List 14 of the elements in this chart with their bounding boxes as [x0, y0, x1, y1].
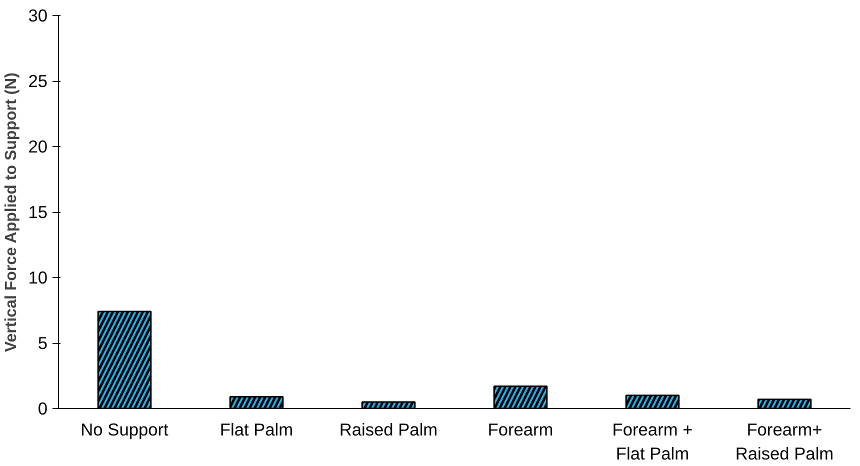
y-tick-label: 25	[28, 71, 48, 91]
x-tick-label: Forearm + Flat Palm	[612, 420, 693, 464]
y-tick-label: 10	[28, 268, 48, 288]
y-tick-label: 5	[38, 333, 48, 353]
x-tick-label: No Support	[80, 420, 169, 440]
y-tick-label: 15	[28, 202, 48, 222]
x-tick-label: Raised Palm	[339, 420, 438, 440]
x-tick-label: Flat Palm	[220, 420, 294, 440]
y-axis-title: Vertical Force Applied to Support (N)	[3, 72, 20, 352]
y-tick-label: 20	[28, 136, 48, 156]
y-tick-label: 30	[28, 6, 48, 26]
y-tick-label: 0	[38, 398, 48, 418]
x-tick-label: Forearm+ Raised Palm	[735, 420, 834, 464]
x-tick-label: Forearm	[488, 420, 554, 440]
